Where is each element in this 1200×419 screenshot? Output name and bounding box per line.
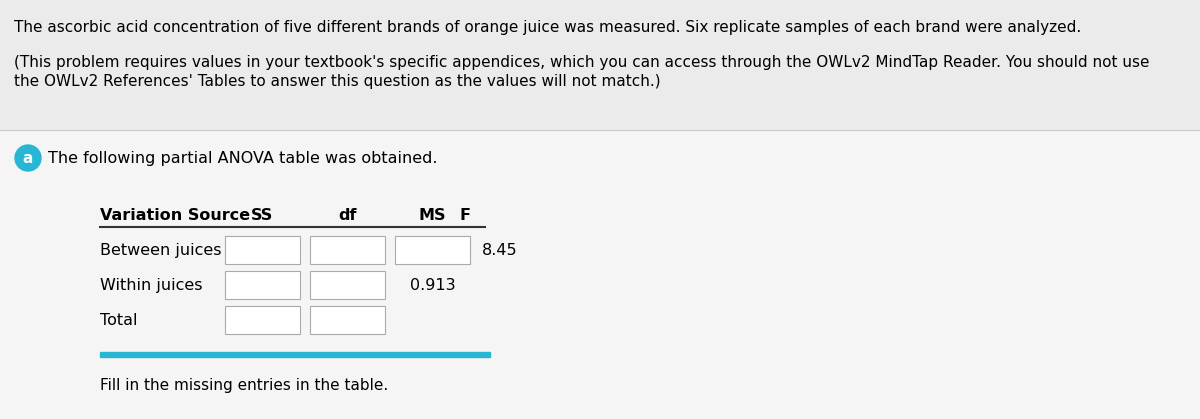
Text: SS: SS bbox=[251, 207, 274, 222]
Text: Variation Source: Variation Source bbox=[100, 207, 250, 222]
Text: df: df bbox=[338, 207, 356, 222]
Text: Within juices: Within juices bbox=[100, 277, 203, 292]
FancyBboxPatch shape bbox=[226, 236, 300, 264]
Text: The ascorbic acid concentration of five different brands of orange juice was mea: The ascorbic acid concentration of five … bbox=[14, 20, 1081, 35]
FancyBboxPatch shape bbox=[226, 271, 300, 299]
Bar bbox=[100, 352, 490, 357]
Text: the OWLv2 References' Tables to answer this question as the values will not matc: the OWLv2 References' Tables to answer t… bbox=[14, 74, 661, 89]
FancyBboxPatch shape bbox=[226, 306, 300, 334]
FancyBboxPatch shape bbox=[310, 236, 385, 264]
Text: Total: Total bbox=[100, 313, 138, 328]
Text: F: F bbox=[460, 207, 470, 222]
FancyBboxPatch shape bbox=[395, 236, 470, 264]
Bar bbox=[0, 130, 1200, 419]
Text: Between juices: Between juices bbox=[100, 243, 222, 258]
Text: MS: MS bbox=[419, 207, 446, 222]
Text: The following partial ANOVA table was obtained.: The following partial ANOVA table was ob… bbox=[48, 150, 438, 166]
Circle shape bbox=[14, 145, 41, 171]
Text: Fill in the missing entries in the table.: Fill in the missing entries in the table… bbox=[100, 378, 389, 393]
FancyBboxPatch shape bbox=[310, 271, 385, 299]
Text: (This problem requires values in your textbook's specific appendices, which you : (This problem requires values in your te… bbox=[14, 55, 1150, 70]
FancyBboxPatch shape bbox=[310, 306, 385, 334]
Text: a: a bbox=[23, 150, 34, 166]
Bar bbox=[0, 0, 1200, 130]
Text: 0.913: 0.913 bbox=[409, 277, 455, 292]
Text: 8.45: 8.45 bbox=[482, 243, 517, 258]
